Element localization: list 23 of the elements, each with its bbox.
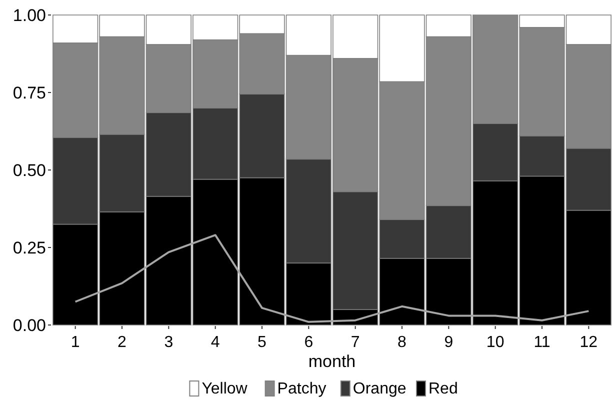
x-tick-label: 3 (164, 334, 174, 351)
y-tick-label: 1.00 (12, 6, 46, 25)
x-tick-label: 5 (258, 334, 267, 351)
x-tick-label: 8 (398, 334, 407, 351)
x-tick-label: 4 (210, 334, 220, 351)
x-tick-label: 7 (350, 334, 360, 351)
x-axis-title: month (308, 352, 356, 371)
line-series (74, 234, 590, 323)
legend-label: Yellow (202, 380, 248, 398)
legend-label: Orange (352, 380, 406, 398)
y-tick-label: 0.50 (12, 160, 46, 180)
y-tick-label: 0.25 (12, 238, 46, 258)
x-tick-label: 1 (70, 334, 80, 351)
y-tick-label: 0.00 (12, 316, 46, 335)
legend-label: Patchy (277, 380, 326, 398)
x-tick-label: 6 (304, 334, 314, 351)
x-tick-label: 2 (118, 334, 127, 351)
x-tick-label: 10 (486, 334, 504, 351)
y-tick-label: 0.75 (12, 83, 46, 102)
x-tick-label: 12 (580, 334, 598, 351)
legend-label: Red (428, 380, 458, 398)
x-tick-label: 11 (534, 334, 550, 351)
x-tick-label: 9 (444, 334, 454, 351)
